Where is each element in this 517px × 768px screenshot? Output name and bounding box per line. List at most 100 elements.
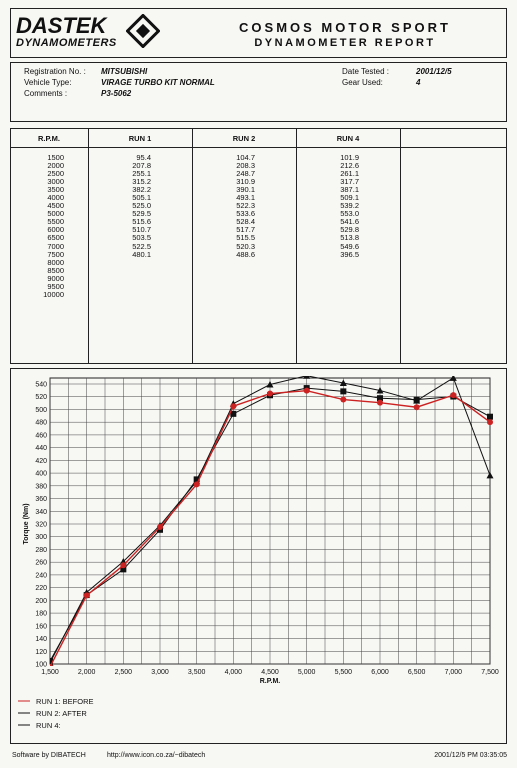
rpm-cell: 9000 (47, 273, 64, 283)
y-tick-label: 520 (35, 394, 47, 401)
x-tick-label: 3,500 (188, 669, 206, 676)
data-point (50, 658, 53, 665)
run1-cell: 382.2 (132, 185, 151, 195)
registration-value: MITSUBISHI (101, 67, 148, 76)
y-tick-label: 400 (35, 471, 47, 478)
run2-cell: 104.7 (236, 153, 255, 162)
data-point (230, 403, 237, 410)
run2-cell: 522.3 (236, 201, 255, 211)
rpm-cell: 3500 (47, 185, 64, 195)
data-point (340, 388, 347, 395)
data-point (377, 395, 383, 402)
rpm-cell: 6500 (47, 233, 64, 243)
x-tick-label: 5,500 (335, 669, 353, 676)
run1-column: 95.4 207.8 255.1 315.2 382.2 505.1 525.0 529.5 5… (88, 153, 151, 259)
gear-value: 4 (416, 78, 421, 87)
y-tick-label: 360 (35, 496, 47, 503)
y-tick-label: 380 (35, 483, 47, 490)
rpm-cell: 5000 (47, 209, 64, 219)
logo-text: DASTEK (16, 13, 107, 38)
run2-column: 104.7 208.3 248.7 310.9 390.1 493.1 522.3 533.6… (192, 153, 255, 259)
run4-cell: 396.5 (340, 249, 359, 259)
info-panel (10, 62, 507, 122)
y-tick-label: 140 (35, 636, 47, 643)
legend-label: RUN 2: AFTER (36, 709, 87, 718)
data-point (449, 376, 457, 381)
data-point (157, 524, 163, 531)
run1-cell: 207.8 (132, 161, 151, 171)
run2-cell: 517.7 (236, 225, 255, 235)
vehicle-value: VIRAGE TURBO KIT NORMAL (101, 78, 215, 87)
y-tick-label: 460 (35, 432, 47, 439)
run1-cell: 95.4 (136, 153, 151, 162)
rpm-cell: 3000 (47, 177, 64, 187)
rpm-cell: 5500 (47, 217, 64, 227)
rpm-cell: 8500 (47, 265, 64, 275)
run1-cell: 510.7 (132, 225, 151, 235)
data-point (230, 410, 237, 417)
y-tick-label: 120 (35, 649, 47, 656)
x-tick-label: 3,000 (151, 669, 169, 676)
run4-cell: 513.8 (340, 233, 359, 243)
rpm-cell: 1500 (47, 153, 64, 162)
run4-cell: 529.8 (340, 225, 359, 235)
column-divider (88, 128, 89, 364)
run2-cell: 208.3 (236, 161, 255, 171)
run4-cell: 549.6 (340, 241, 359, 251)
y-tick-label: 500 (35, 407, 47, 414)
run1-cell: 515.6 (132, 217, 151, 227)
rpm-cell: 8000 (47, 257, 64, 267)
run2-cell: 533.6 (236, 209, 255, 219)
x-tick-label: 7,500 (481, 669, 499, 676)
col-header-run1: RUN 1 (128, 134, 152, 143)
rpm-cell: 4000 (47, 193, 64, 203)
y-tick-label: 540 (35, 382, 47, 389)
data-point (486, 471, 494, 479)
x-tick-label: 7,000 (445, 669, 463, 676)
run1-cell: 315.2 (132, 177, 151, 187)
run4-cell: 553.0 (340, 209, 359, 219)
date-label: Date Tested : (342, 67, 389, 76)
legend-label: RUN 1: BEFORE (36, 697, 94, 706)
run1-cell: 529.5 (132, 209, 151, 219)
data-point (376, 386, 384, 394)
run4-cell: 509.1 (340, 193, 359, 203)
data-point (377, 399, 383, 406)
run4-cell: 387.1 (340, 185, 359, 195)
data-point (413, 404, 420, 411)
comments-label: Comments : (24, 89, 68, 98)
column-divider (296, 128, 297, 364)
data-point (413, 396, 420, 403)
y-tick-label: 320 (35, 522, 47, 529)
x-tick-label: 6,000 (371, 669, 389, 676)
data-point (193, 476, 200, 483)
rpm-column: 1500 2000 2500 3000 3500 4000 4500 5000 5500 6000… (10, 153, 64, 299)
run2-cell: 493.1 (236, 193, 255, 203)
y-axis-label: Torque (Nm) (23, 503, 30, 544)
y-tick-label: 160 (35, 623, 47, 630)
comments-value: P3-5062 (101, 89, 132, 98)
rpm-cell: 2500 (47, 169, 64, 179)
run1-cell: 255.1 (132, 169, 151, 179)
run1-cell: 505.1 (132, 193, 151, 203)
y-tick-label: 100 (35, 662, 47, 669)
col-header-run2: RUN 2 (232, 134, 256, 143)
y-tick-label: 260 (35, 560, 47, 567)
y-tick-label: 220 (35, 585, 47, 592)
run2-cell: 528.4 (236, 217, 255, 227)
rpm-cell: 4500 (47, 201, 64, 211)
run2-cell: 310.9 (236, 177, 255, 187)
run4-cell: 261.1 (340, 169, 359, 179)
data-point (120, 566, 127, 573)
data-point (340, 396, 347, 403)
software-url[interactable]: http://www.icon.co.za/~dibatech (107, 752, 206, 759)
torque-chart: 100 120 140 160 180 200 220 240 260 280 300 320 340 3… (18, 376, 499, 730)
data-point (487, 419, 493, 426)
date-value: 2001/12/5 (416, 67, 452, 76)
y-tick-label: 300 (35, 534, 47, 541)
data-point (487, 413, 493, 420)
rpm-cell: 6000 (47, 225, 64, 235)
run2-cell: 248.7 (236, 169, 255, 179)
software-credit: Software by DIBATECH (12, 752, 86, 759)
column-divider (400, 128, 401, 364)
